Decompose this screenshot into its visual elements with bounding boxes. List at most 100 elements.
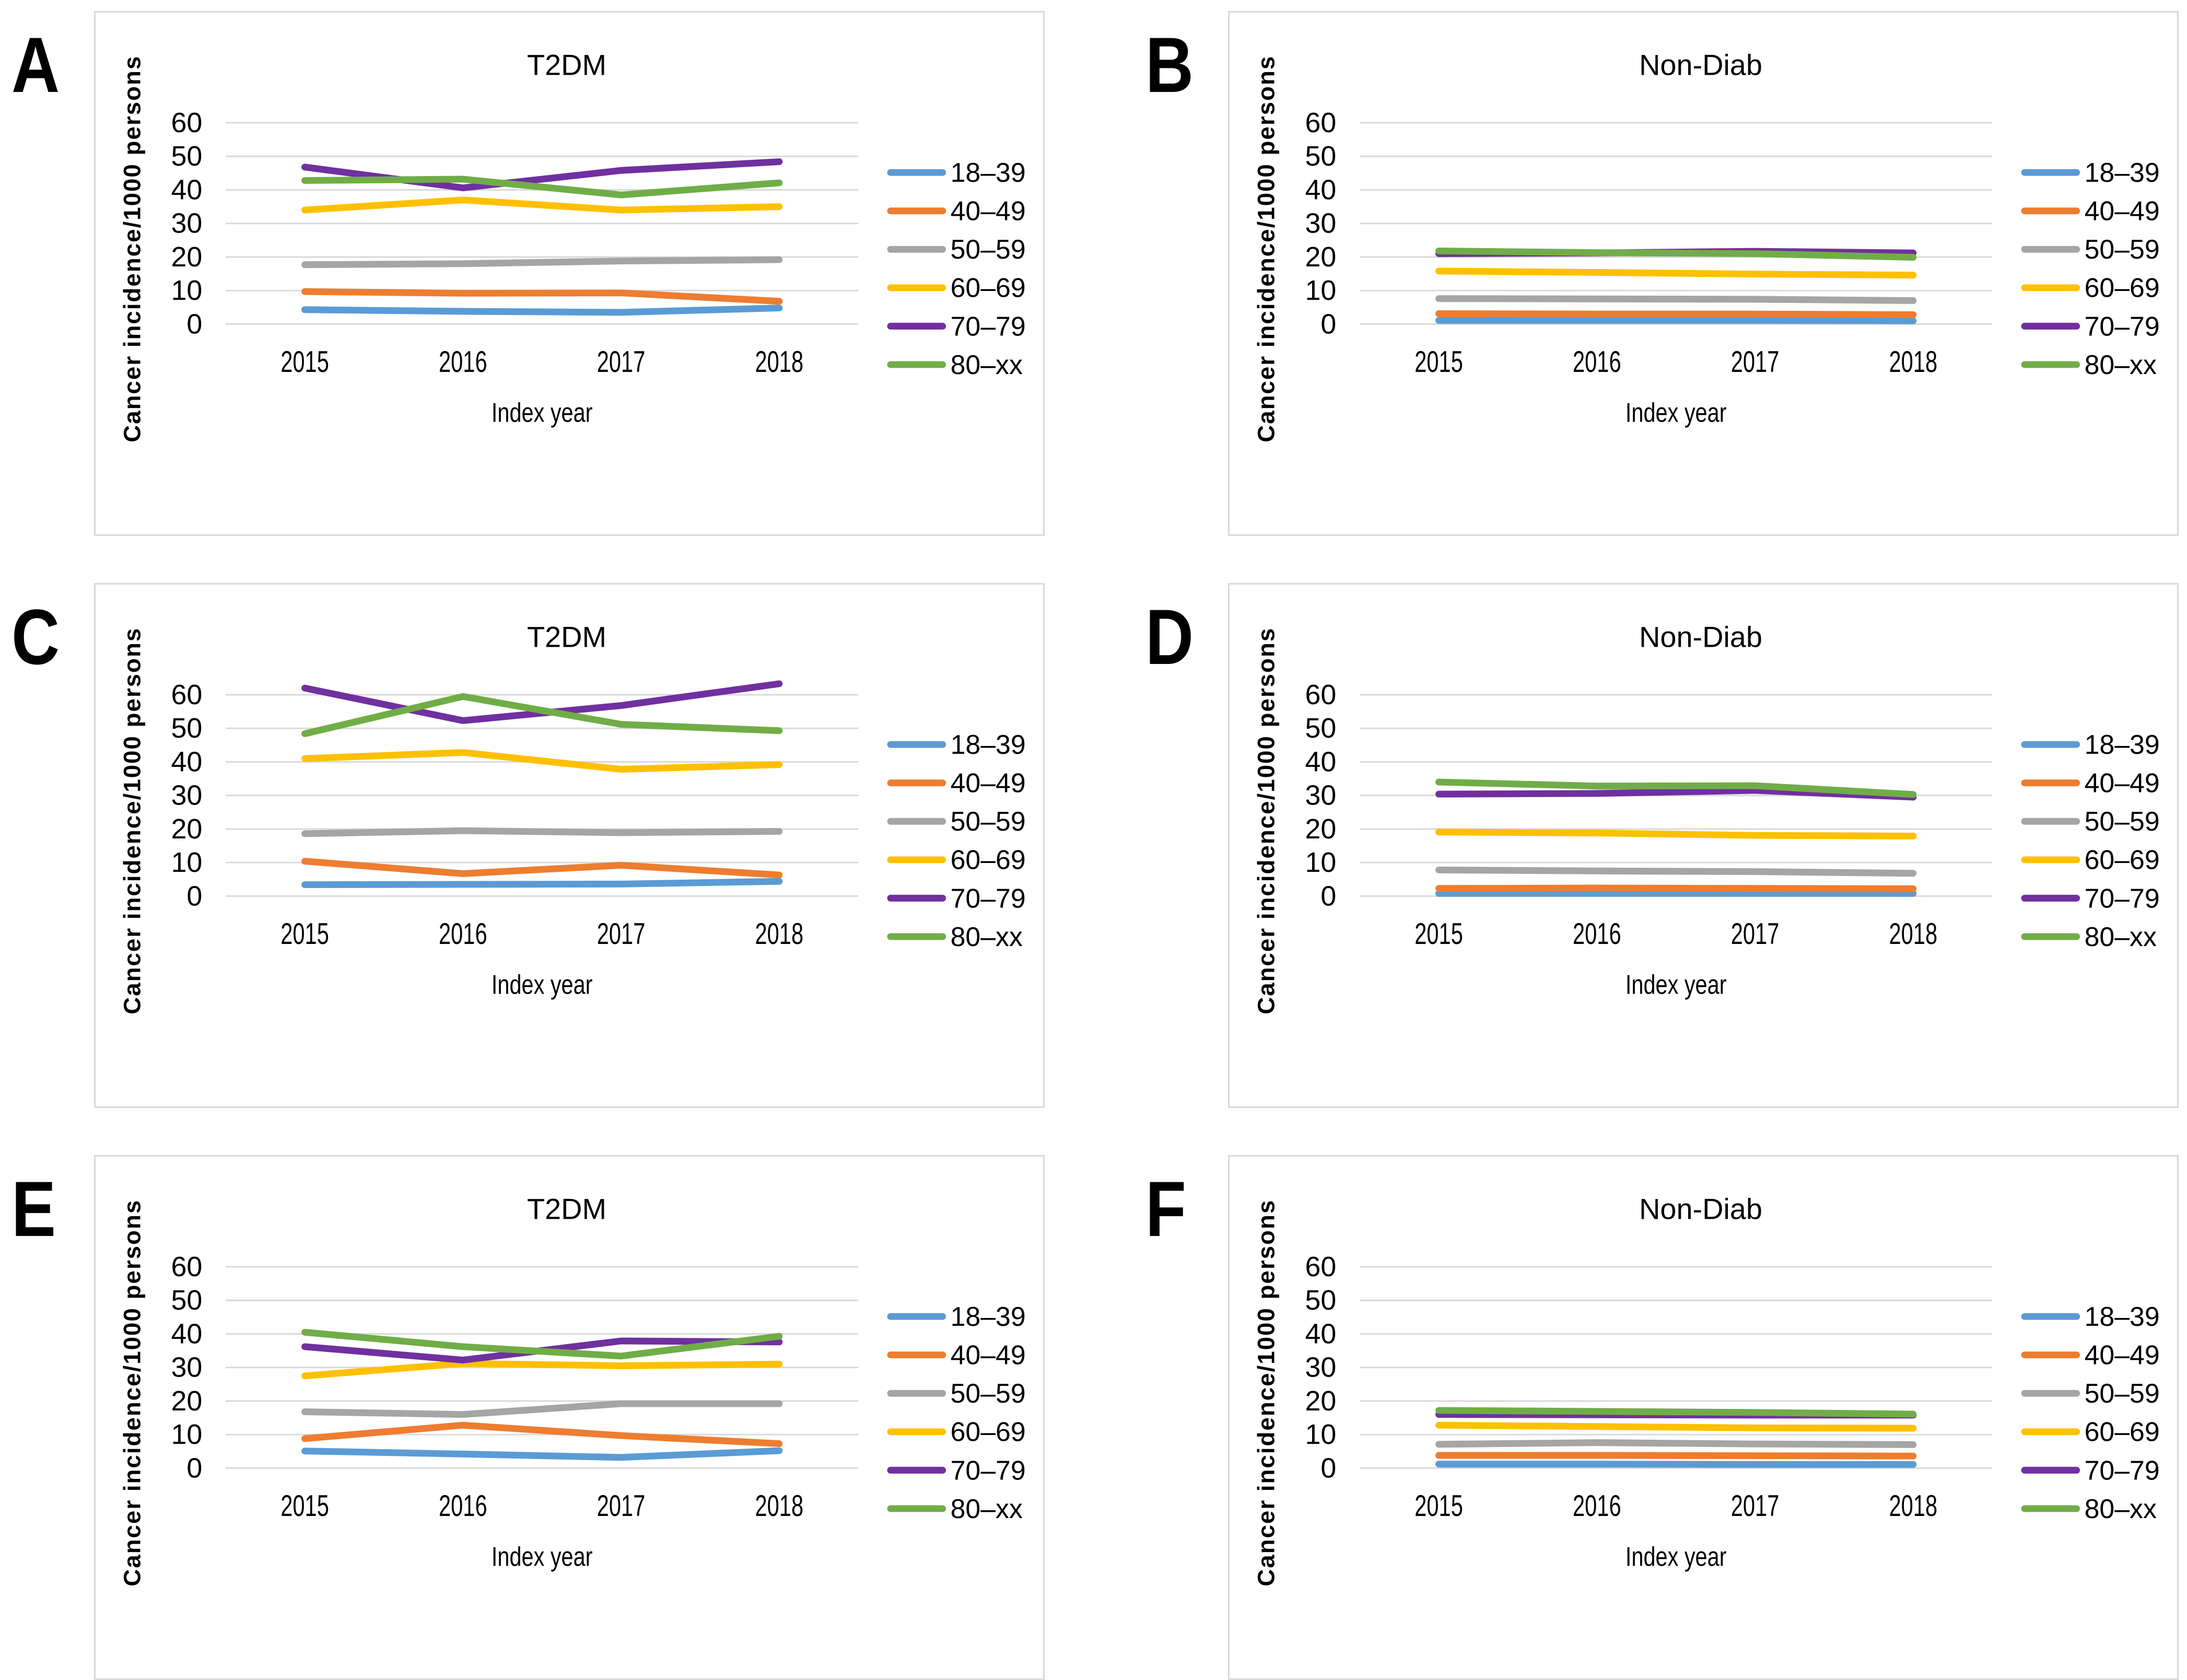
x-tick-label-2018: 2018 xyxy=(755,1488,804,1522)
series-line-60–69 xyxy=(301,749,783,773)
y-tick-label-30: 30 xyxy=(1305,1352,1336,1383)
legend-item-50–59: 50–59 xyxy=(2021,806,2160,836)
legend-label-60–69: 60–69 xyxy=(951,1417,1026,1447)
panel-letter-c: C xyxy=(0,583,94,1108)
panel-box-b: 0 10 20 30 40 50 60 2015 2016 2017 2018 Non-Diab Ind… xyxy=(1228,11,2179,536)
x-tick-label-2015: 2015 xyxy=(280,916,329,950)
legend-item-80–xx: 80–xx xyxy=(2021,349,2157,380)
legend-item-50–59: 50–59 xyxy=(2021,234,2160,264)
legend-label-50–59: 50–59 xyxy=(2085,806,2160,836)
legend-label-70–79: 70–79 xyxy=(951,1455,1026,1485)
panel-letter-e: E xyxy=(0,1155,94,1680)
x-tick-label-2018: 2018 xyxy=(755,916,804,950)
x-tick-label-2017: 2017 xyxy=(1731,916,1780,950)
series-line-80–xx xyxy=(301,176,783,199)
legend-label-40–49: 40–49 xyxy=(951,768,1026,798)
series-line-50–59 xyxy=(301,1400,783,1418)
panel-letter-f: F xyxy=(1134,1155,1228,1680)
legend-label-50–59: 50–59 xyxy=(951,806,1026,836)
series-line-40–49 xyxy=(1435,1452,1917,1460)
series-line-50–59 xyxy=(1435,295,1917,304)
series-line-40–49 xyxy=(1435,884,1917,892)
panel-letter-f-text: F xyxy=(1145,1165,1186,1253)
legend-item-18–39: 18–39 xyxy=(2021,1301,2160,1332)
legend-label-80–xx: 80–xx xyxy=(2085,349,2157,380)
legend-item-70–79: 70–79 xyxy=(2021,311,2160,341)
legend-label-70–79: 70–79 xyxy=(951,883,1026,913)
series-line-80–xx xyxy=(301,693,783,738)
x-tick-label-2017: 2017 xyxy=(597,344,646,378)
series-line-18–39 xyxy=(301,1447,783,1461)
y-tick-label-40: 40 xyxy=(1305,174,1336,205)
x-tick-label-2015: 2015 xyxy=(280,344,329,378)
y-tick-label-0: 0 xyxy=(186,880,202,912)
series-line-70–79 xyxy=(1435,787,1917,801)
y-tick-label-30: 30 xyxy=(171,1352,202,1383)
legend-item-18–39: 18–39 xyxy=(887,157,1026,188)
x-tick-label-2016: 2016 xyxy=(439,916,487,950)
x-axis-title: Index year xyxy=(492,970,593,999)
legend-label-60–69: 60–69 xyxy=(2085,1417,2160,1447)
series-line-60–69 xyxy=(301,1360,783,1380)
series-line-40–49 xyxy=(301,288,783,305)
legend-label-18–39: 18–39 xyxy=(2085,729,2160,760)
legend-label-60–69: 60–69 xyxy=(2085,273,2160,303)
y-axis-title: Cancer incidence/1000 persons xyxy=(119,627,146,1014)
x-tick-label-2015: 2015 xyxy=(280,1488,329,1522)
figure-row-2: C 0 10 20 30 40 50 60 2015 2016 2017 2018 T2DM Index… xyxy=(0,583,2187,1108)
x-axis-title: Index year xyxy=(1625,970,1727,999)
legend-item-70–79: 70–79 xyxy=(887,1455,1026,1485)
panel-box-f: 0 10 20 30 40 50 60 2015 2016 2017 2018 Non-Diab Ind… xyxy=(1228,1155,2179,1680)
legend-label-80–xx: 80–xx xyxy=(951,1494,1023,1524)
legend-item-80–xx: 80–xx xyxy=(2021,921,2157,952)
y-tick-label-50: 50 xyxy=(1305,1285,1336,1316)
chart-title: T2DM xyxy=(527,1193,606,1225)
legend-item-50–59: 50–59 xyxy=(887,806,1026,836)
y-tick-label-0: 0 xyxy=(186,308,202,340)
x-tick-label-2015: 2015 xyxy=(1414,344,1463,378)
series-line-80–xx xyxy=(1435,1407,1917,1418)
legend-label-70–79: 70–79 xyxy=(951,311,1026,341)
y-axis-title: Cancer incidence/1000 persons xyxy=(119,1199,146,1586)
y-tick-label-40: 40 xyxy=(171,1318,202,1349)
y-tick-label-40: 40 xyxy=(171,746,202,777)
legend-item-40–49: 40–49 xyxy=(887,1340,1026,1370)
legend-item-40–49: 40–49 xyxy=(2021,1340,2160,1370)
y-tick-label-30: 30 xyxy=(171,780,202,811)
y-tick-label-50: 50 xyxy=(1305,713,1336,744)
x-tick-label-2016: 2016 xyxy=(1573,916,1621,950)
series-line-60–69 xyxy=(301,196,783,214)
series-line-18–39 xyxy=(301,878,783,889)
chart-title: T2DM xyxy=(527,621,606,653)
legend-item-50–59: 50–59 xyxy=(887,234,1026,264)
y-tick-label-30: 30 xyxy=(1305,208,1336,239)
panel-letter-e-text: E xyxy=(11,1165,56,1253)
legend-label-18–39: 18–39 xyxy=(951,157,1026,188)
legend-label-50–59: 50–59 xyxy=(2085,234,2160,264)
series-line-50–59 xyxy=(1435,866,1917,877)
y-tick-label-0: 0 xyxy=(1320,880,1336,912)
series-line-60–69 xyxy=(1435,267,1917,279)
panel-letter-c-text: C xyxy=(11,593,60,681)
legend-label-80–xx: 80–xx xyxy=(2085,921,2157,952)
legend-item-70–79: 70–79 xyxy=(887,883,1026,913)
legend-label-50–59: 50–59 xyxy=(951,1378,1026,1408)
legend-label-18–39: 18–39 xyxy=(2085,157,2160,188)
x-tick-label-2015: 2015 xyxy=(1414,916,1463,950)
legend-item-70–79: 70–79 xyxy=(2021,883,2160,913)
legend-label-50–59: 50–59 xyxy=(951,234,1026,264)
x-axis-title: Index year xyxy=(492,398,593,427)
legend-label-60–69: 60–69 xyxy=(951,845,1026,875)
legend-item-18–39: 18–39 xyxy=(2021,157,2160,188)
legend-item-80–xx: 80–xx xyxy=(2021,1494,2157,1524)
x-tick-label-2017: 2017 xyxy=(1731,1488,1780,1522)
panel-box-a: 0 10 20 30 40 50 60 2015 2016 2017 2018 T2DM Index y… xyxy=(94,11,1045,536)
panel-box-c: 0 10 20 30 40 50 60 2015 2016 2017 2018 T2DM Index y… xyxy=(94,583,1045,1108)
spacer xyxy=(1045,1155,1134,1680)
y-tick-label-60: 60 xyxy=(171,107,202,138)
